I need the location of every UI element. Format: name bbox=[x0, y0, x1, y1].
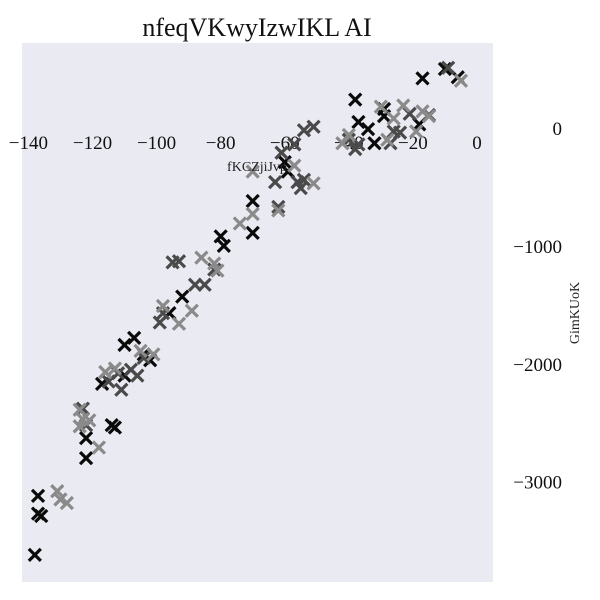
data-point-series-3 bbox=[271, 203, 286, 218]
y-axis-tick-labels: −3000 −2000 −1000 0 bbox=[513, 119, 562, 494]
data-point-series-3 bbox=[72, 402, 87, 417]
data-point-series-3 bbox=[107, 361, 123, 376]
data-points bbox=[27, 60, 469, 563]
x-tick-label: −80 bbox=[206, 133, 236, 154]
data-point-series-2 bbox=[152, 315, 167, 330]
data-point-series-1 bbox=[30, 488, 46, 504]
data-point-series-1 bbox=[348, 92, 363, 107]
data-point-series-3 bbox=[373, 99, 388, 114]
data-point-series-3 bbox=[82, 413, 97, 428]
data-point-series-1 bbox=[117, 337, 132, 353]
data-point-series-1 bbox=[127, 330, 142, 345]
data-point-series-3 bbox=[155, 298, 171, 314]
data-point-series-3 bbox=[245, 206, 260, 222]
y-tick-label: −2000 bbox=[513, 355, 562, 376]
x-tick-label: −120 bbox=[73, 133, 112, 154]
data-point-series-2 bbox=[114, 382, 129, 397]
data-point-series-3 bbox=[91, 440, 107, 455]
data-point-series-2 bbox=[271, 199, 286, 215]
data-point-series-2 bbox=[441, 60, 456, 75]
data-point-series-2 bbox=[171, 254, 187, 269]
data-point-series-1 bbox=[245, 193, 260, 209]
data-point-series-3 bbox=[396, 98, 411, 113]
data-point-series-1 bbox=[34, 508, 49, 524]
data-point-series-3 bbox=[210, 263, 225, 278]
data-point-series-1 bbox=[277, 154, 292, 170]
data-point-series-3 bbox=[453, 73, 469, 88]
data-point-series-3 bbox=[380, 132, 395, 147]
data-point-series-3 bbox=[245, 164, 260, 179]
data-point-series-3 bbox=[72, 419, 87, 434]
data-point-series-2 bbox=[392, 125, 408, 140]
data-point-series-3 bbox=[287, 158, 302, 173]
data-point-series-1 bbox=[27, 547, 42, 563]
x-tick-label: −100 bbox=[137, 133, 176, 154]
data-point-series-1 bbox=[415, 71, 430, 86]
data-point-series-1 bbox=[213, 229, 228, 244]
data-point-series-1 bbox=[78, 430, 94, 446]
x-tick-label: 0 bbox=[472, 133, 482, 154]
data-point-series-3 bbox=[59, 495, 74, 511]
data-point-series-3 bbox=[184, 303, 199, 318]
data-point-series-1 bbox=[216, 238, 231, 253]
y-axis-label: GimKUoK bbox=[568, 282, 583, 344]
data-point-series-1 bbox=[360, 121, 376, 137]
data-point-series-2 bbox=[306, 119, 321, 134]
data-point-series-3 bbox=[171, 316, 187, 331]
data-point-series-2 bbox=[296, 123, 312, 138]
chart-title: nfeqVKwyIzwIKL AI bbox=[142, 13, 371, 42]
data-point-series-1 bbox=[107, 420, 123, 435]
data-point-series-3 bbox=[408, 124, 424, 139]
data-point-series-1 bbox=[78, 451, 94, 466]
plot-area bbox=[22, 43, 493, 582]
data-point-series-3 bbox=[341, 127, 356, 143]
data-point-series-3 bbox=[386, 111, 401, 126]
data-point-series-3 bbox=[146, 347, 161, 362]
data-point-series-2 bbox=[130, 368, 145, 383]
data-point-series-2 bbox=[293, 180, 308, 196]
data-point-series-3 bbox=[306, 176, 321, 191]
data-point-series-3 bbox=[207, 256, 222, 271]
x-tick-label: −140 bbox=[9, 133, 48, 154]
data-point-series-1 bbox=[351, 114, 366, 130]
y-tick-label: −3000 bbox=[513, 473, 562, 494]
data-point-series-3 bbox=[133, 343, 148, 358]
y-tick-label: −1000 bbox=[513, 237, 562, 258]
y-tick-label: 0 bbox=[553, 119, 563, 140]
data-point-series-1 bbox=[367, 136, 382, 151]
data-point-series-2 bbox=[197, 277, 212, 292]
data-point-series-1 bbox=[175, 289, 190, 304]
data-point-series-3 bbox=[232, 216, 248, 231]
data-point-series-3 bbox=[98, 364, 113, 380]
data-point-series-2 bbox=[136, 350, 151, 366]
data-point-series-2 bbox=[296, 172, 312, 187]
data-point-series-1 bbox=[245, 225, 260, 241]
x-axis-label: fKCZjiJvp bbox=[227, 160, 287, 175]
data-point-series-3 bbox=[50, 484, 65, 499]
data-point-series-3 bbox=[421, 108, 437, 124]
data-point-series-2 bbox=[274, 145, 289, 160]
data-point-series-3 bbox=[194, 250, 209, 265]
data-point-series-2 bbox=[267, 175, 283, 190]
data-point-series-2 bbox=[287, 137, 302, 152]
